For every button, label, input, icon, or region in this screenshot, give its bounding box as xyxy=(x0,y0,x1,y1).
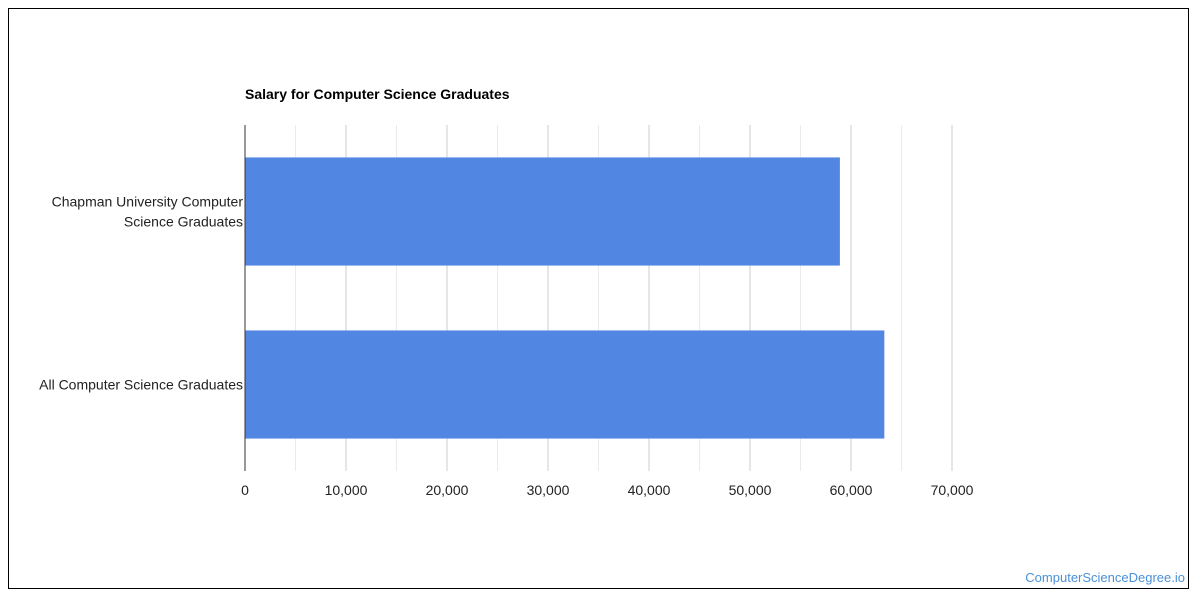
x-tick-label: 30,000 xyxy=(527,482,570,498)
x-tick-label: 60,000 xyxy=(830,482,873,498)
category-label-1: Chapman University Computer Science Gradu… xyxy=(52,194,244,230)
chart-title: Salary for Computer Science Graduates xyxy=(245,86,510,102)
x-tick-label: 10,000 xyxy=(325,482,368,498)
x-tick-label: 40,000 xyxy=(628,482,671,498)
category-label-2: All Computer Science Graduates xyxy=(39,377,243,393)
bar-2[interactable] xyxy=(245,330,885,439)
x-tick-label: 20,000 xyxy=(426,482,469,498)
x-tick-label: 70,000 xyxy=(931,482,974,498)
bar-1[interactable] xyxy=(245,157,840,266)
bars xyxy=(245,157,885,439)
x-tick-label: 50,000 xyxy=(729,482,772,498)
category-labels: Chapman University Computer Science Gradu… xyxy=(39,194,243,393)
x-tick-label: 0 xyxy=(241,482,249,498)
x-tick-labels: 0 10,000 20,000 30,000 40,000 50,000 60,000 70,… xyxy=(241,482,974,498)
source-credit-link[interactable]: ComputerScienceDegree.io xyxy=(1025,570,1185,585)
